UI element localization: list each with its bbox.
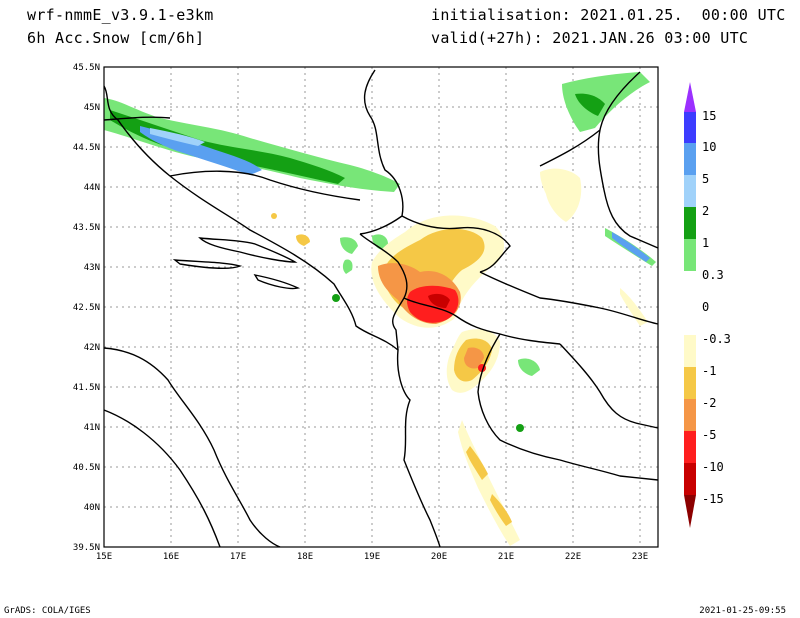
colorbar-label: -15 — [702, 492, 724, 506]
longitude-axis: 15E 16E 17E 18E 19E 20E 21E 22E 23E — [96, 552, 648, 562]
colorbar-swatch — [684, 463, 696, 495]
lat-label: 41.5N — [73, 383, 100, 393]
colorbar-swatch — [684, 271, 696, 335]
map-panel — [103, 67, 659, 548]
colorbar-swatch — [684, 335, 696, 367]
lat-label: 43.5N — [73, 223, 100, 233]
colorbar-swatch — [684, 112, 696, 143]
footer-software: GrADS: COLA/IGES — [4, 606, 91, 616]
latitude-axis: 45.5N 45N 44.5N 44N 43.5N 43N 42.5N 42N … — [73, 63, 100, 553]
colorbar-bottom-arrow — [684, 495, 696, 528]
lon-label: 23E — [632, 552, 648, 562]
colorbar-label: 5 — [702, 172, 709, 186]
colorbar: 15 10 5 2 1 0.3 0 -0.3 -1 -2 -5 -10 -15 — [684, 82, 731, 528]
snow-accumulation-fields — [104, 72, 656, 432]
lat-label: 40.5N — [73, 463, 100, 473]
colorbar-swatch — [684, 207, 696, 239]
lat-label: 41N — [84, 423, 100, 433]
colorbar-label: -10 — [702, 460, 724, 474]
lat-label: 44.5N — [73, 143, 100, 153]
colorbar-top-arrow — [684, 82, 696, 112]
lat-label: 42N — [84, 343, 100, 353]
lon-label: 19E — [364, 552, 380, 562]
lat-label: 43N — [84, 263, 100, 273]
colorbar-label: -2 — [702, 396, 716, 410]
colorbar-swatch — [684, 399, 696, 431]
lon-label: 16E — [163, 552, 179, 562]
map-frame — [103, 66, 659, 548]
lat-label: 40N — [84, 503, 100, 513]
lat-label: 45.5N — [73, 63, 100, 73]
colorbar-label: 15 — [702, 109, 716, 123]
lat-label: 42.5N — [73, 303, 100, 313]
colorbar-label: 10 — [702, 140, 716, 154]
coastlines-and-borders — [103, 69, 659, 548]
colorbar-swatch — [684, 175, 696, 207]
lon-label: 17E — [230, 552, 246, 562]
field-title: 6h Acc.Snow [cm/6h] — [27, 29, 205, 47]
lat-label: 44N — [84, 183, 100, 193]
model-name: wrf-nmmE_v3.9.1-e3km — [27, 6, 214, 24]
colorbar-swatch — [684, 239, 696, 271]
colorbar-label: 0.3 — [702, 268, 724, 282]
colorbar-label: 2 — [702, 204, 709, 218]
lon-label: 20E — [431, 552, 447, 562]
colorbar-label: -5 — [702, 428, 716, 442]
colorbar-label: 1 — [702, 236, 709, 250]
lon-label: 21E — [498, 552, 514, 562]
lat-label: 39.5N — [73, 543, 100, 553]
colorbar-swatch — [684, 431, 696, 463]
colorbar-swatch — [684, 367, 696, 399]
init-time: initialisation: 2021.01.25. 00:00 UTC — [431, 6, 786, 24]
colorbar-label: -1 — [702, 364, 716, 378]
lon-label: 15E — [96, 552, 112, 562]
colorbar-swatch — [684, 143, 696, 175]
lon-label: 18E — [297, 552, 313, 562]
valid-time: valid(+27h): 2021.JAN.26 03:00 UTC — [431, 29, 749, 47]
lat-label: 45N — [84, 103, 100, 113]
colorbar-label: 0 — [702, 300, 709, 314]
lon-label: 22E — [565, 552, 581, 562]
footer-timestamp: 2021-01-25-09:55 — [699, 606, 786, 616]
colorbar-label: -0.3 — [702, 332, 731, 346]
